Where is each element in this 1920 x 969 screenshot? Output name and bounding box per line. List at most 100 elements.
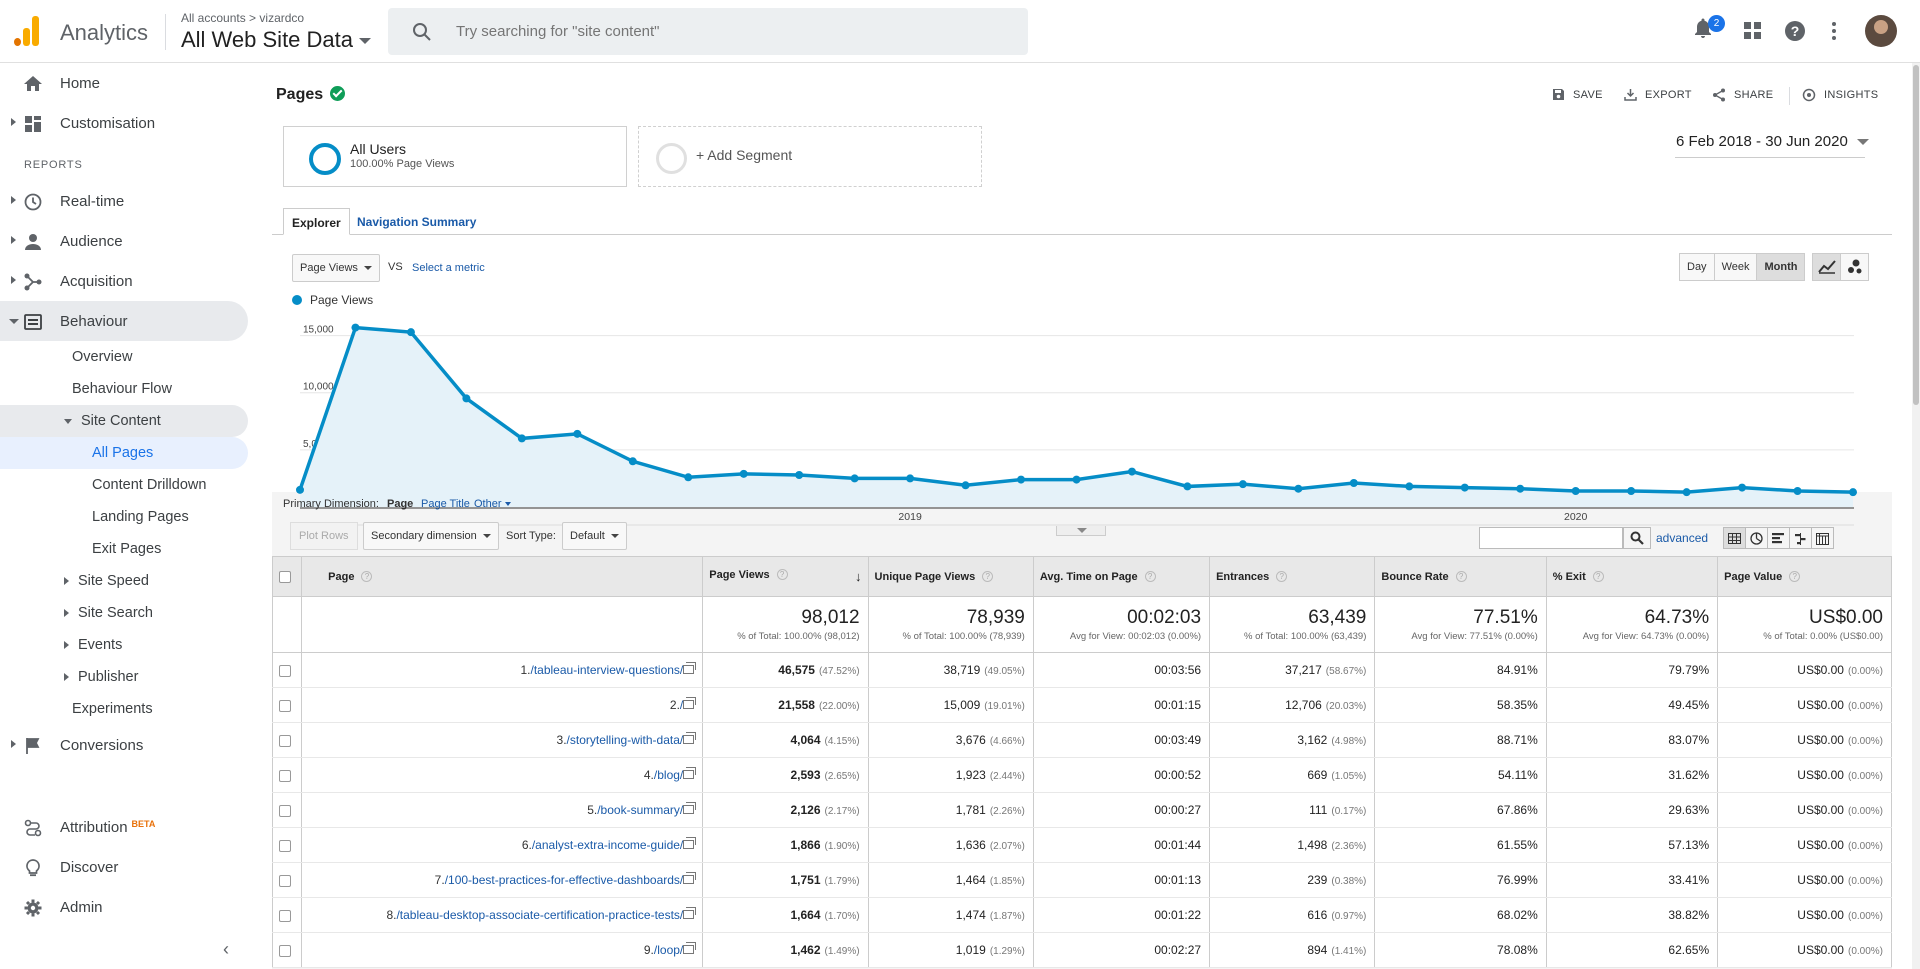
table-row[interactable]: 5./book-summary/2,126 (2.17%) 1,781 (2.26%)… [271, 792, 1892, 828]
view-selector[interactable]: All Web Site Data [181, 27, 372, 53]
segment-all-users[interactable]: All Users 100.00% Page Views [283, 126, 627, 187]
open-external-icon[interactable] [683, 802, 697, 814]
page-path-link[interactable]: /book-summary/ [597, 803, 684, 817]
account-breadcrumb[interactable]: All accounts > vizardco [181, 11, 304, 25]
column-header-entrances[interactable]: Entrances? [1209, 556, 1376, 597]
data-point[interactable] [406, 328, 415, 337]
row-checkbox[interactable] [279, 874, 291, 887]
row-checkbox[interactable] [279, 804, 291, 817]
secondary-dimension-select[interactable]: Secondary dimension [363, 522, 499, 550]
line-chart-button[interactable] [1812, 253, 1841, 281]
sidebar-item-realtime[interactable]: Real-time [0, 181, 248, 221]
metric-select[interactable]: Page Views [292, 254, 380, 282]
data-point[interactable] [1849, 488, 1857, 497]
notifications-bell-icon[interactable] [1692, 16, 1714, 40]
table-row[interactable]: 9./loop/1,462 (1.49%) 1,019 (1.29%) 00:02:27… [271, 932, 1892, 968]
sidebar-item-all-pages[interactable]: All Pages [0, 437, 248, 469]
advanced-filter-link[interactable]: advanced [1656, 531, 1709, 545]
data-point[interactable] [1460, 483, 1469, 492]
pivot-view-button[interactable] [1811, 527, 1834, 549]
collapse-sidebar-icon[interactable]: ‹ [223, 939, 229, 959]
sort-type-select[interactable]: Default [562, 522, 627, 550]
data-point[interactable] [1294, 484, 1303, 493]
sidebar-item-experiments[interactable]: Experiments [72, 701, 153, 717]
date-range-picker[interactable]: 6 Feb 2018 - 30 Jun 2020 [1676, 133, 1869, 150]
chart-resize-handle[interactable] [1056, 526, 1106, 536]
tab-navigation-summary[interactable]: Navigation Summary [357, 215, 477, 229]
data-point[interactable] [462, 394, 471, 403]
column-header-page[interactable]: Page? [301, 556, 704, 597]
day-button[interactable]: Day [1679, 253, 1715, 281]
app-title[interactable]: Analytics [60, 20, 149, 45]
table-row[interactable]: 4./blog/2,593 (2.65%) 1,923 (2.44%) 00:00:52… [271, 757, 1892, 793]
open-external-icon[interactable] [683, 942, 697, 954]
row-checkbox[interactable] [279, 664, 291, 677]
analytics-logo-icon[interactable] [14, 16, 40, 46]
data-point[interactable] [739, 469, 748, 478]
export-button[interactable]: EXPORT [1624, 88, 1692, 101]
column-header-page-views[interactable]: Page Views? ↓ [702, 556, 869, 597]
page-path-link[interactable]: /100-best-practices-for-effective-dashbo… [444, 873, 684, 887]
sidebar-item-landing-pages[interactable]: Landing Pages [92, 509, 189, 525]
table-row[interactable]: 6./analyst-extra-income-guide/1,866 (1.90… [271, 827, 1892, 863]
data-point[interactable] [1127, 467, 1136, 476]
performance-view-button[interactable] [1767, 527, 1790, 549]
comparison-view-button[interactable] [1789, 527, 1812, 549]
data-point[interactable] [1017, 475, 1026, 484]
page-path-link[interactable]: /storytelling-with-data/ [566, 733, 684, 747]
dimension-page[interactable]: Page [387, 498, 414, 510]
breadcrumb-account[interactable]: vizardco [259, 11, 305, 25]
open-external-icon[interactable] [683, 662, 697, 674]
month-button[interactable]: Month [1756, 253, 1806, 281]
open-external-icon[interactable] [683, 872, 697, 884]
table-filter-search-button[interactable] [1623, 527, 1651, 549]
more-vert-icon[interactable] [1831, 21, 1837, 41]
data-table-view-button[interactable] [1723, 527, 1746, 549]
sidebar-item-conversions[interactable]: Conversions [0, 725, 248, 765]
help-icon[interactable]: ? [1592, 570, 1604, 582]
table-row[interactable]: 2./21,558 (22.00%) 15,009 (19.01%) 00:01:15 1… [271, 687, 1892, 723]
sidebar-item-exit-pages[interactable]: Exit Pages [92, 541, 162, 557]
page-path-link[interactable]: /tableau-desktop-associate-certification… [396, 908, 684, 922]
search-bar[interactable] [388, 8, 1028, 55]
sidebar-item-discover[interactable]: Discover [0, 847, 248, 887]
table-row[interactable]: 8./tableau-desktop-associate-certificati… [271, 897, 1892, 933]
dimension-other[interactable]: Other [474, 498, 511, 510]
sidebar-item-publisher[interactable]: Publisher [0, 661, 248, 693]
apps-grid-icon[interactable] [1744, 22, 1762, 40]
help-icon[interactable]: ? [982, 570, 994, 582]
page-scrollbar[interactable] [1912, 63, 1920, 969]
data-point[interactable] [517, 434, 526, 443]
motion-chart-button[interactable] [1840, 253, 1869, 281]
data-point[interactable] [1738, 483, 1747, 492]
sidebar-item-admin[interactable]: Admin [0, 887, 248, 927]
data-point[interactable] [1072, 475, 1081, 484]
search-input[interactable] [456, 20, 996, 42]
data-point[interactable] [1516, 484, 1525, 493]
column-header-bounce-rate[interactable]: Bounce Rate? [1374, 556, 1547, 597]
help-icon[interactable]: ? [1276, 570, 1288, 582]
table-row[interactable]: 3./storytelling-with-data/4,064 (4.15%) 3,… [271, 722, 1892, 758]
data-point[interactable] [684, 473, 693, 482]
open-external-icon[interactable] [683, 697, 697, 709]
sidebar-item-customisation[interactable]: Customisation [0, 103, 248, 143]
data-point[interactable] [1682, 488, 1691, 497]
select-metric-link[interactable]: Select a metric [412, 262, 485, 274]
row-checkbox[interactable] [279, 909, 291, 922]
row-checkbox[interactable] [279, 944, 291, 957]
sidebar-item-acquisition[interactable]: Acquisition [0, 261, 248, 301]
sidebar-item-site-content[interactable]: Site Content [0, 405, 248, 437]
sidebar-item-behaviour[interactable]: Behaviour [0, 301, 248, 341]
column-header-unique-page-views[interactable]: Unique Page Views? [867, 556, 1034, 597]
week-button[interactable]: Week [1713, 253, 1758, 281]
data-point[interactable] [1793, 487, 1802, 495]
select-all-checkbox[interactable] [279, 570, 291, 583]
page-path-link[interactable]: / [679, 698, 684, 712]
data-point[interactable] [906, 474, 915, 483]
data-point[interactable] [1571, 487, 1580, 495]
data-point[interactable] [628, 457, 637, 466]
column-header-page-value[interactable]: Page Value? [1717, 556, 1892, 597]
sidebar-item-behaviour-flow[interactable]: Behaviour Flow [72, 381, 172, 397]
data-point[interactable] [961, 481, 970, 490]
sidebar-item-attribution[interactable]: Attribution BETA [0, 807, 248, 847]
